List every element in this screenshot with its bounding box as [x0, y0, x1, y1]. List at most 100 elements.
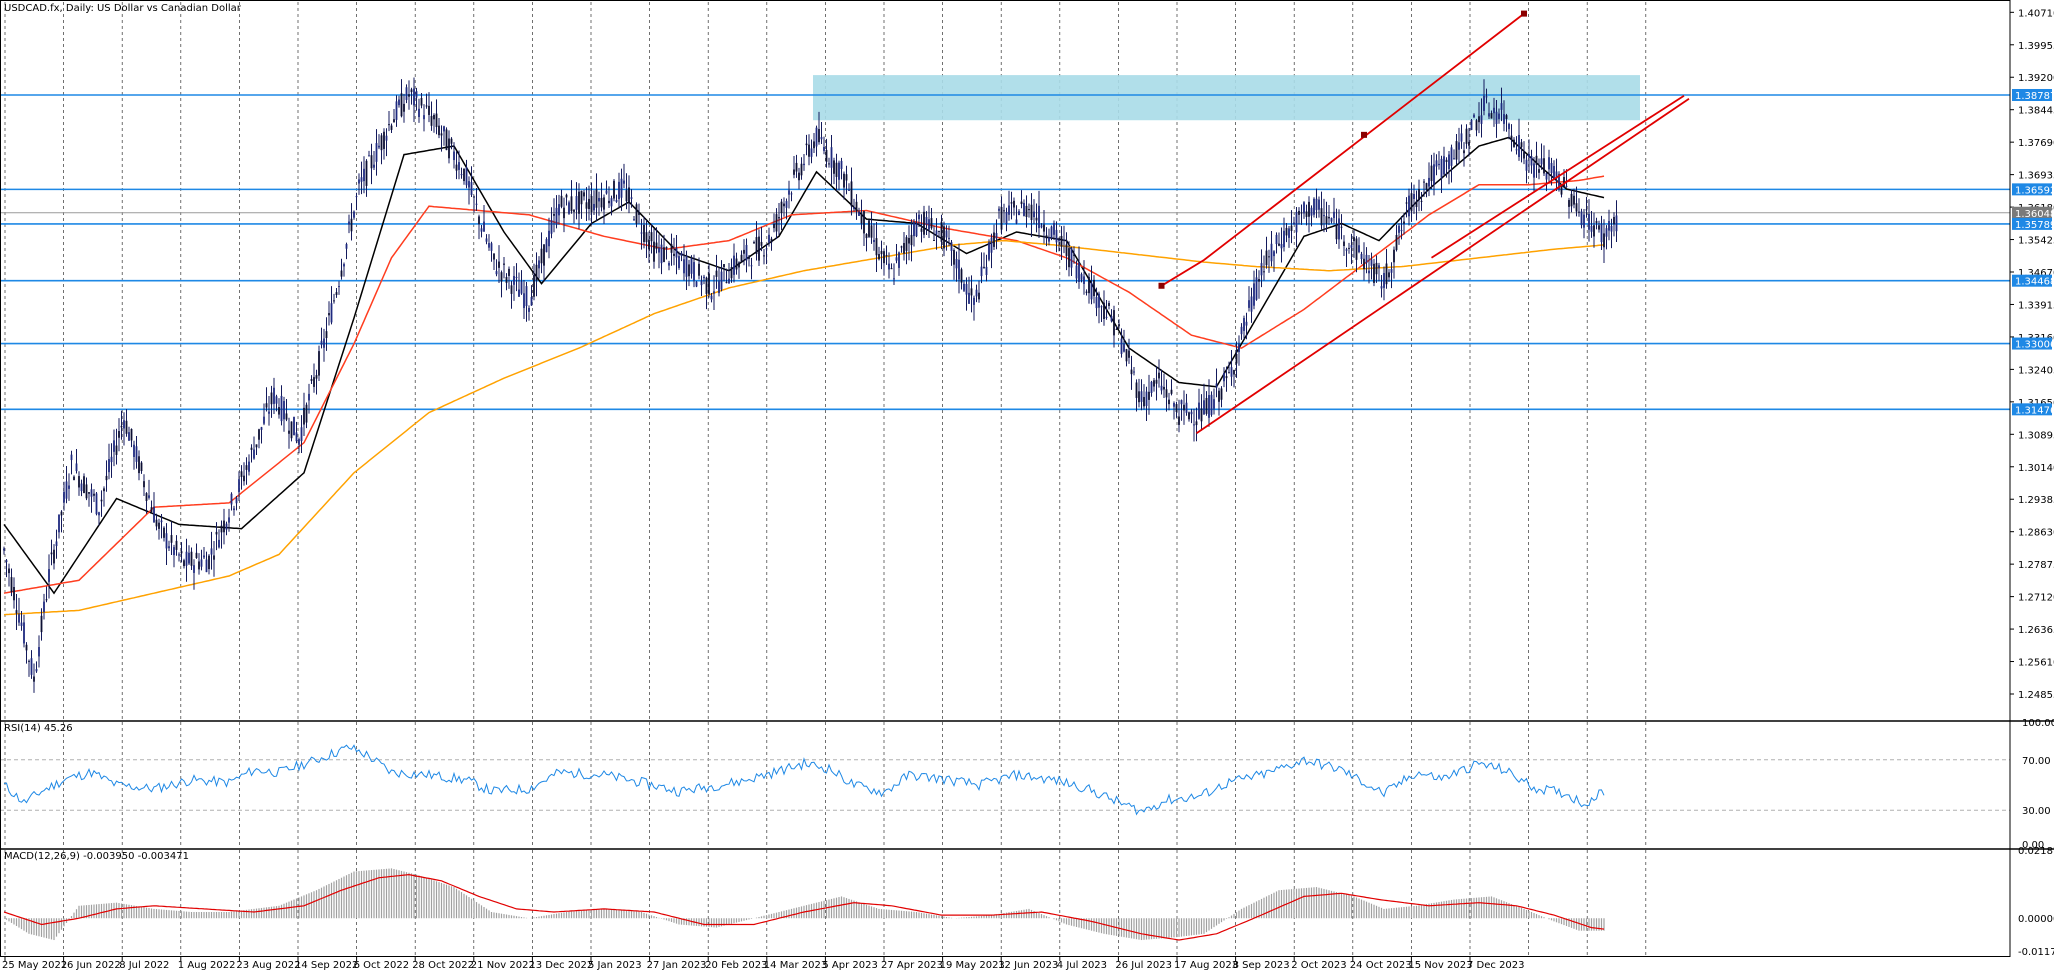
candle-body — [1118, 324, 1120, 327]
candle-body — [1108, 303, 1110, 306]
candle-body — [258, 429, 260, 440]
time-tick-label: 17 Aug 2023 — [1174, 960, 1238, 971]
candle-body — [200, 559, 203, 567]
candle-body — [908, 237, 910, 244]
price-tick-label: 1.33915 — [2018, 300, 2054, 311]
trendline-anchor[interactable] — [1521, 10, 1527, 17]
candle-body — [305, 404, 308, 423]
time-tick-label: 16 Jun 2022 — [61, 960, 121, 971]
candle-body — [973, 297, 975, 305]
candle-body — [313, 377, 315, 387]
price-level-badge[interactable] — [2012, 88, 2052, 101]
candle-body — [858, 211, 860, 216]
candle-body — [1348, 247, 1350, 249]
candle-body — [1428, 177, 1430, 187]
candle-body — [1148, 391, 1150, 400]
candle-body — [1165, 389, 1168, 398]
candle-body — [740, 254, 743, 262]
candle-body — [1373, 263, 1375, 283]
price-axis[interactable]: 1.40710 1.39955 1.39200 1.38445 1.37690 1.369… — [2010, 8, 2054, 958]
candle-body — [833, 160, 835, 174]
time-tick-label: 27 Jan 2023 — [647, 960, 707, 971]
price-level-badge[interactable] — [2012, 206, 2052, 219]
candle-body — [1155, 379, 1158, 384]
candle-body — [585, 202, 588, 209]
candle-body — [1320, 208, 1323, 226]
candle-body — [5, 560, 8, 562]
candle-body — [75, 463, 78, 472]
candle-body — [843, 173, 845, 188]
resistance-zone-layer[interactable] — [813, 75, 1640, 121]
candle-body — [1518, 134, 1520, 158]
candle-body — [1130, 369, 1133, 375]
candle-body — [133, 444, 135, 457]
price-level-badge[interactable] — [2012, 337, 2052, 350]
candle-body — [660, 244, 663, 264]
candle-body — [848, 189, 850, 191]
candle-body — [375, 143, 378, 162]
candle-body — [1333, 211, 1335, 218]
candle-body — [745, 244, 748, 261]
trendline-3[interactable] — [1431, 94, 1685, 259]
candle-body — [1023, 202, 1025, 216]
candle-body — [958, 259, 960, 280]
rsi-subwindow[interactable] — [0, 744, 2010, 816]
trendline-anchor[interactable] — [1158, 282, 1165, 289]
candle-body — [453, 151, 455, 161]
candle-body — [1473, 114, 1475, 118]
price-tick-label: 1.39955 — [2018, 41, 2054, 52]
candle-body — [145, 493, 148, 501]
candle-body — [870, 225, 873, 238]
candle-body — [403, 103, 405, 112]
resistance-zone[interactable] — [813, 75, 1640, 121]
trendlines-layer[interactable] — [1158, 10, 1690, 434]
trendline-1[interactable] — [1161, 12, 1525, 287]
candle-body — [433, 114, 435, 120]
candle-body — [865, 234, 868, 239]
candle-body — [923, 211, 925, 235]
candle-body — [88, 492, 90, 494]
candle-body — [275, 396, 278, 404]
trendline-2[interactable] — [1195, 97, 1690, 434]
candle-body — [308, 393, 310, 401]
candle-body — [800, 163, 803, 176]
candle-body — [513, 275, 515, 285]
candle-body — [595, 189, 598, 208]
candle-body — [760, 241, 763, 246]
candle-body — [1453, 158, 1455, 160]
candle-body — [653, 241, 655, 262]
candle-body — [598, 197, 600, 202]
candle-body — [1490, 113, 1493, 119]
candle-body — [143, 481, 145, 488]
candle-body — [623, 180, 625, 184]
candle-body — [493, 253, 495, 260]
candle-body — [163, 527, 165, 538]
candle-body — [1140, 391, 1143, 402]
horizontal-levels-layer[interactable] — [0, 94, 2010, 411]
candle-body — [818, 128, 820, 143]
candle-body — [670, 244, 673, 253]
candle-body — [10, 577, 13, 593]
candle-body — [1523, 152, 1525, 159]
price-level-badge[interactable] — [2012, 403, 2052, 416]
trendline-anchor[interactable] — [1361, 131, 1367, 138]
macd-subwindow[interactable] — [3, 868, 1605, 941]
candle-body — [1470, 120, 1473, 130]
price-level-badge[interactable] — [2012, 217, 2052, 230]
price-level-badge[interactable] — [2012, 183, 2052, 196]
candle-body — [8, 568, 10, 574]
candle-body — [15, 610, 18, 614]
candle-body — [320, 340, 323, 345]
candle-body — [1565, 185, 1568, 187]
candle-body — [1185, 402, 1188, 413]
candle-body — [1358, 245, 1360, 253]
candle-body — [553, 214, 555, 216]
candle-body — [570, 196, 573, 212]
candle-body — [198, 561, 200, 570]
price-level-badge[interactable] — [2012, 274, 2052, 287]
candle-body — [530, 297, 533, 306]
candle-body — [1585, 209, 1588, 211]
